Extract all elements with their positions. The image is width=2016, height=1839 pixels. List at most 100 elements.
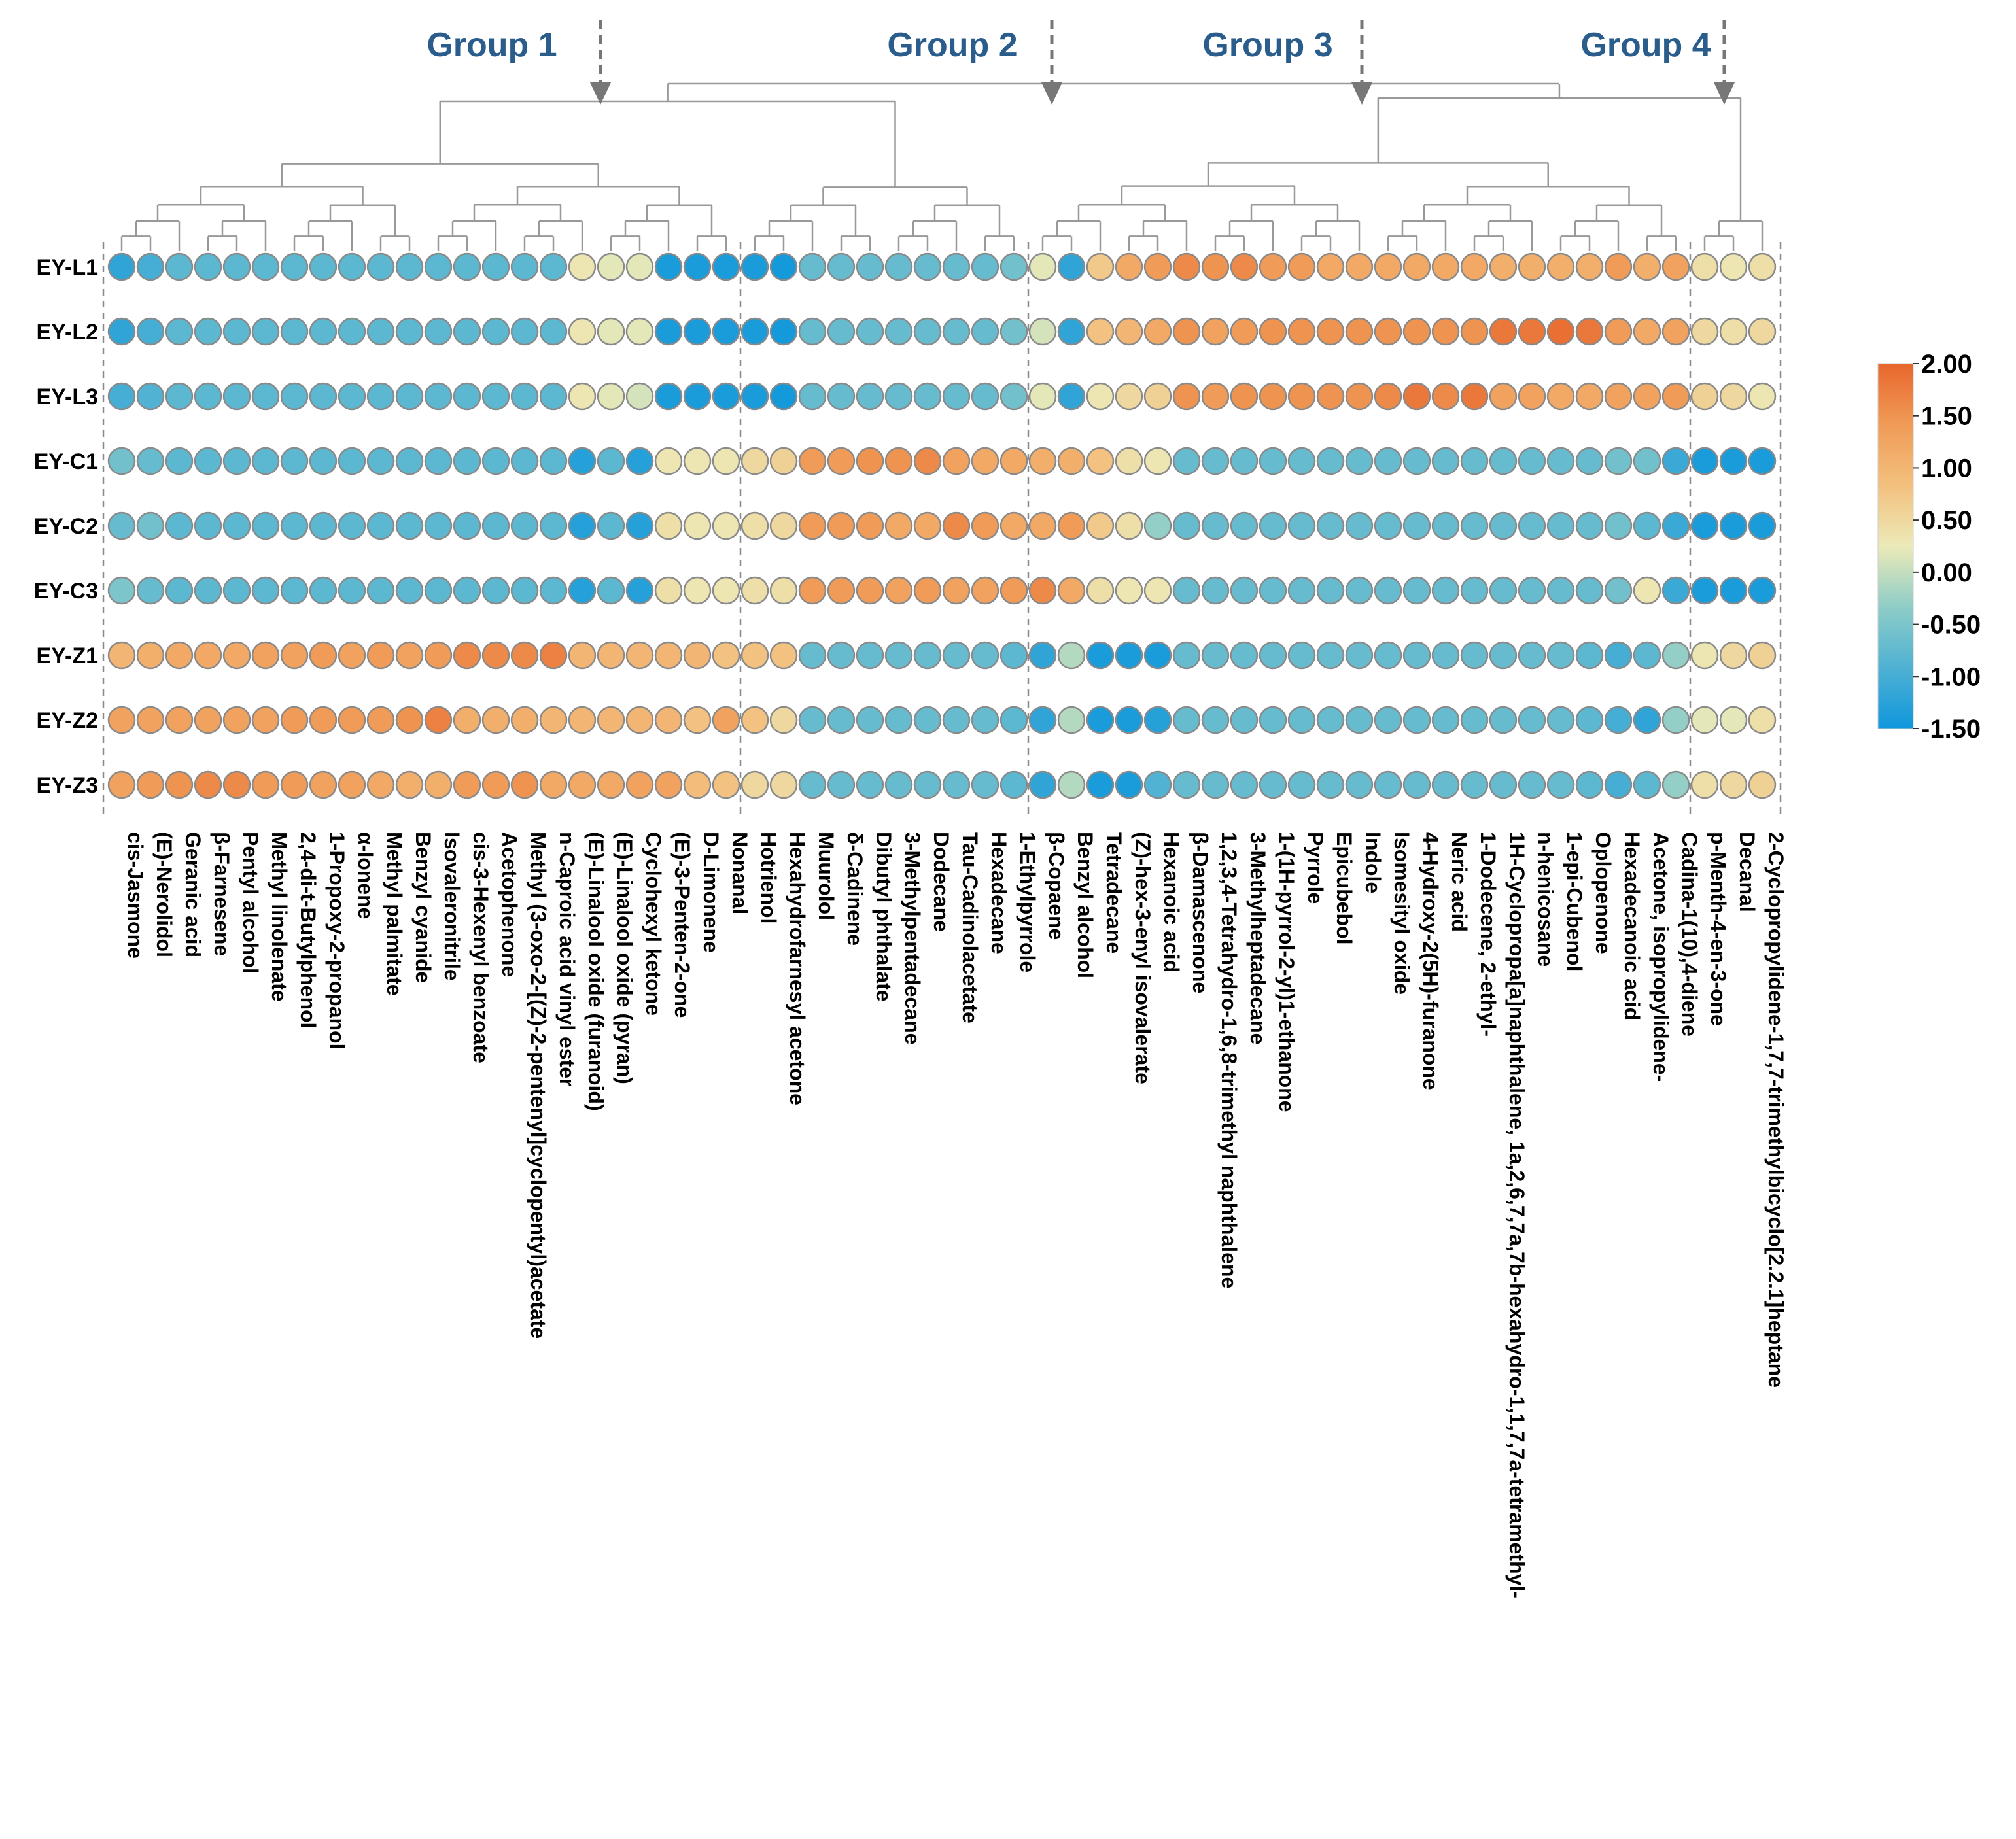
heatmap-cell: [597, 641, 625, 670]
group-label: Group 4: [1580, 26, 1711, 64]
heatmap-cell: [884, 447, 913, 475]
heatmap-cell: [1259, 770, 1287, 799]
row-label: EY-Z1: [37, 644, 98, 668]
heatmap-cell: [712, 706, 740, 734]
heatmap-cell: [1259, 641, 1287, 670]
heatmap-cell: [338, 317, 366, 346]
heatmap-cell: [1287, 706, 1316, 734]
heatmap-cell: [798, 317, 827, 346]
heatmap-cell: [1259, 706, 1287, 734]
heatmap-cell: [539, 511, 568, 540]
heatmap-cell: [1172, 382, 1201, 411]
colorbar-tick-label: 1.50: [1921, 402, 1972, 431]
heatmap-cell: [597, 770, 625, 799]
heatmap-cell: [568, 511, 597, 540]
heatmap-cell: [1057, 317, 1086, 346]
heatmap-cell: [971, 706, 999, 734]
heatmap-cell: [1172, 770, 1201, 799]
heatmap-cell: [424, 706, 453, 734]
heatmap-cell: [1172, 317, 1201, 346]
heatmap-cell: [1287, 382, 1316, 411]
heatmap-cell: [999, 770, 1028, 799]
heatmap-cell: [251, 706, 280, 734]
heatmap-cell: [395, 641, 424, 670]
heatmap-cell: [165, 511, 194, 540]
column-label: Hexadecane: [987, 832, 1011, 954]
column-label: 4-Hydroxy-2(5H)-furanone: [1419, 832, 1442, 1090]
heatmap-cell: [1345, 641, 1374, 670]
column-label: Neric acid: [1448, 832, 1471, 932]
heatmap-cell: [1086, 511, 1115, 540]
heatmap-cell: [453, 576, 481, 605]
heatmap-cell: [309, 706, 338, 734]
heatmap-cell: [1402, 576, 1431, 605]
heatmap-cell: [107, 447, 136, 475]
heatmap-cell: [194, 770, 222, 799]
heatmap-cell: [1345, 511, 1374, 540]
heatmap-cell: [539, 252, 568, 281]
row-label: EY-L3: [37, 385, 98, 409]
heatmap-cell: [798, 511, 827, 540]
heatmap-cell: [740, 706, 769, 734]
heatmap-cell: [971, 511, 999, 540]
heatmap-cell: [1604, 641, 1633, 670]
heatmap-cell: [222, 511, 251, 540]
heatmap-cell: [1518, 511, 1546, 540]
heatmap-cell: [712, 317, 740, 346]
heatmap-cell: [539, 641, 568, 670]
heatmap-cell: [1316, 706, 1345, 734]
heatmap-cell: [1633, 252, 1661, 281]
column-label: 3-Methylheptadecane: [1246, 832, 1270, 1044]
heatmap-cell: [971, 447, 999, 475]
column-label: 1,2,3,4-Tetrahydro-1,6,8-trimethyl napht…: [1217, 832, 1241, 1288]
heatmap-cell: [165, 382, 194, 411]
heatmap-cell: [1172, 706, 1201, 734]
heatmap-cell: [1316, 511, 1345, 540]
column-label: Benzyl alcohol: [1073, 832, 1097, 978]
heatmap-cell: [597, 252, 625, 281]
heatmap-cell: [366, 317, 395, 346]
heatmap-cell: [1143, 706, 1172, 734]
heatmap-cell: [971, 576, 999, 605]
heatmap-cell: [366, 252, 395, 281]
heatmap-cell: [884, 641, 913, 670]
heatmap-cell: [913, 576, 942, 605]
heatmap-cell: [1259, 252, 1287, 281]
heatmap-cell: [856, 641, 884, 670]
column-label: 3-Methylpentadecane: [901, 832, 924, 1044]
heatmap-cell: [1604, 576, 1633, 605]
heatmap-cell: [1546, 382, 1575, 411]
heatmap-cell: [683, 511, 712, 540]
heatmap-cell: [222, 252, 251, 281]
heatmap-cell: [453, 317, 481, 346]
heatmap-cell: [942, 447, 971, 475]
heatmap-cell: [194, 511, 222, 540]
heatmap-cell: [1575, 641, 1604, 670]
group-arrow-head: [590, 82, 611, 105]
heatmap-cell: [1028, 706, 1057, 734]
heatmap-cell: [1230, 511, 1259, 540]
column-label: β-Copaene: [1045, 832, 1068, 940]
heatmap-cell: [1115, 641, 1143, 670]
heatmap-cell: [1201, 641, 1230, 670]
heatmap-cell: [1719, 252, 1748, 281]
heatmap-cell: [424, 317, 453, 346]
heatmap-cell: [1316, 770, 1345, 799]
heatmap-cell: [999, 576, 1028, 605]
heatmap-cell: [453, 511, 481, 540]
row-label: EY-C2: [34, 514, 98, 539]
heatmap-cell: [1633, 706, 1661, 734]
heatmap-cell: [568, 382, 597, 411]
heatmap-cell: [222, 770, 251, 799]
heatmap-cell: [510, 317, 539, 346]
heatmap-cell: [510, 382, 539, 411]
heatmap-cell: [1518, 706, 1546, 734]
heatmap-cell: [1661, 511, 1690, 540]
heatmap-cell: [107, 382, 136, 411]
heatmap-cell: [597, 317, 625, 346]
heatmap-cell: [856, 382, 884, 411]
heatmap-cell: [1172, 641, 1201, 670]
column-labels: cis-Jasmone (E)-Nerolidol Geranic acid β-Fa…: [124, 832, 1788, 1598]
heatmap-cell: [942, 511, 971, 540]
heatmap-cell: [510, 511, 539, 540]
